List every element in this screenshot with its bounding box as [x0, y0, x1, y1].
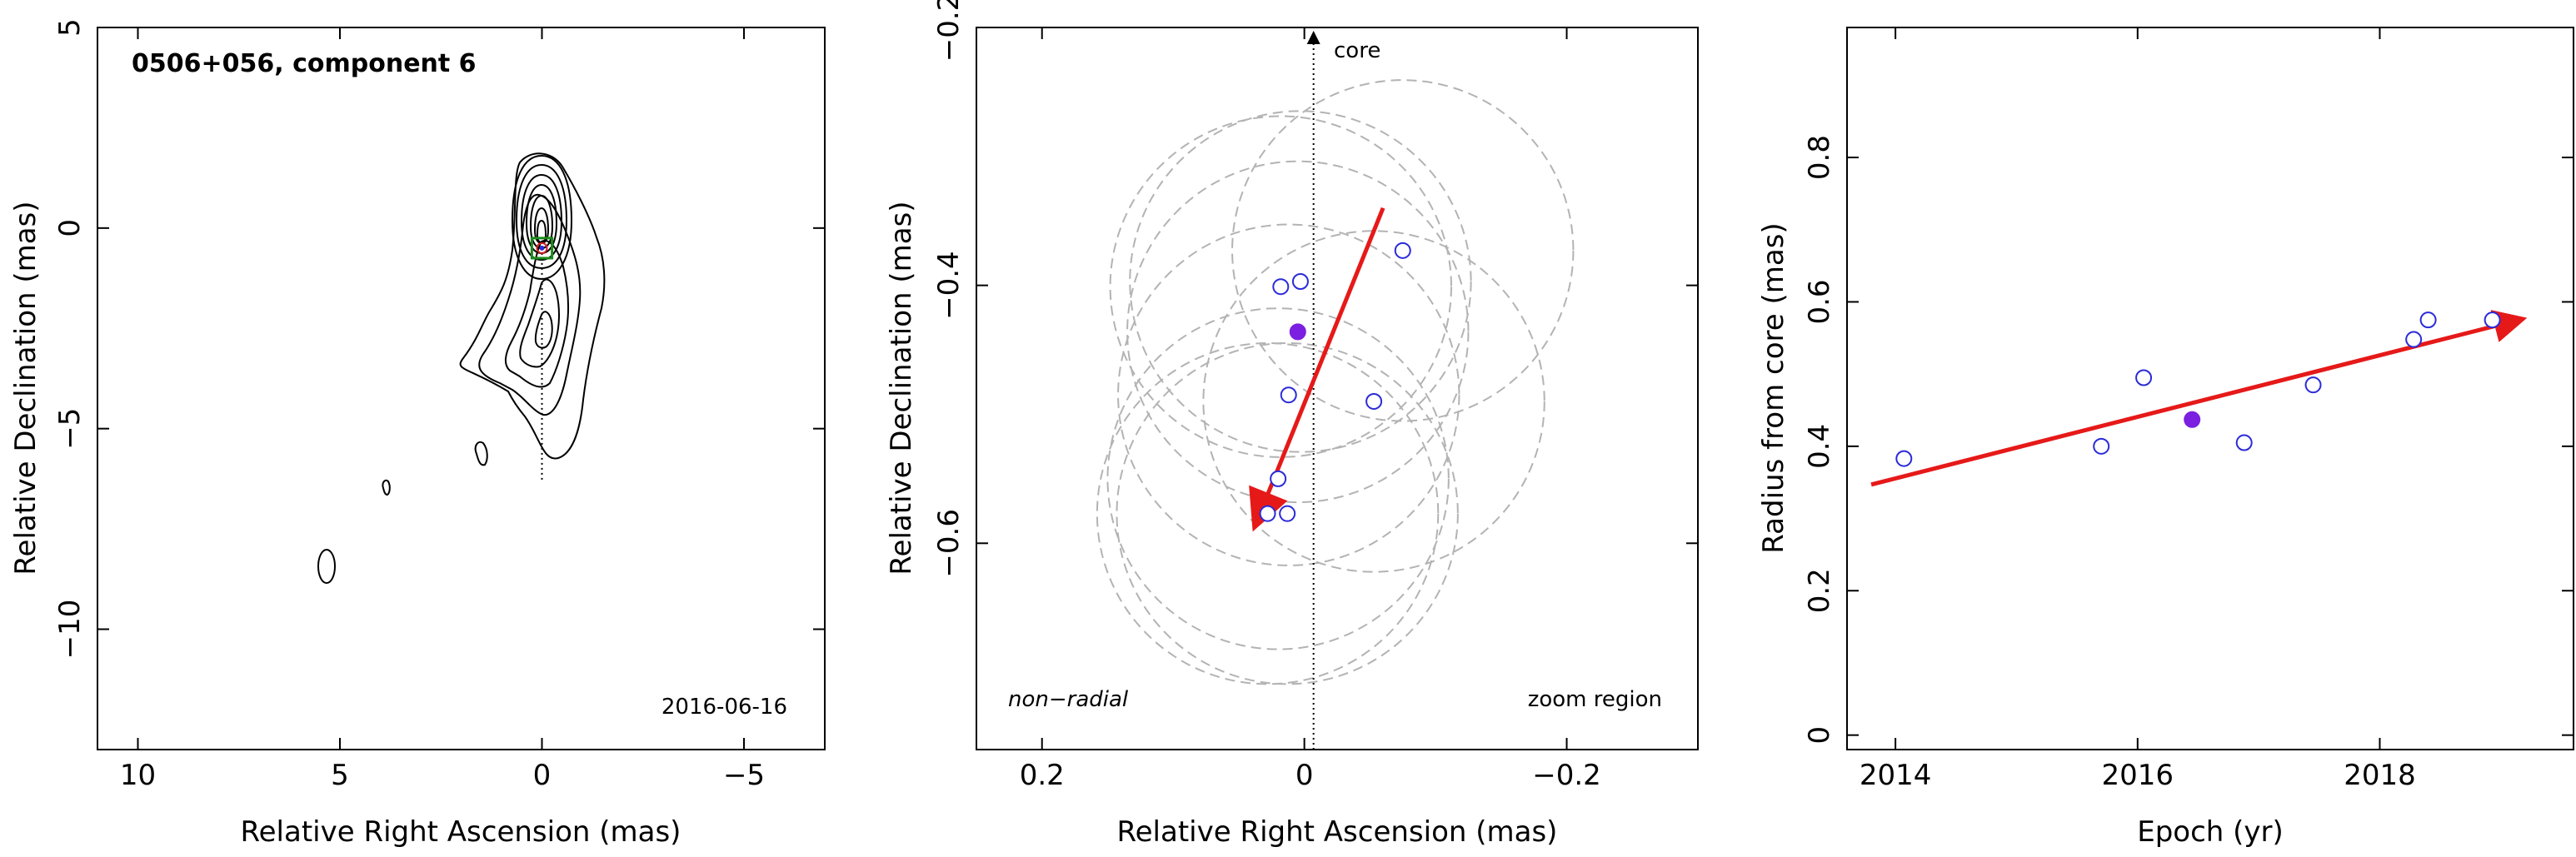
radius-x-tick-label: 2014 [1860, 759, 1932, 792]
map-contour [534, 311, 553, 349]
radius-trend-arrow [1870, 310, 2528, 487]
map-zoom-box [530, 237, 554, 260]
map-contour [317, 549, 336, 584]
radius-y-tick-label: 0.2 [1803, 568, 1836, 613]
radius-ticks: 2014 2016 2018 0 0.2 0.4 0.6 0.8 [1803, 27, 2574, 792]
radius-data-point [2093, 437, 2110, 455]
radius-x-axis-label: Epoch (yr) [2137, 815, 2284, 849]
map-y-tick-label: −5 [53, 408, 87, 450]
map-y-tick-label: 5 [53, 18, 87, 37]
panel-zoom: 0.2 0 −0.2 −0.2 −0.4 −0.6 core non−radial zoo… [885, 0, 1699, 849]
map-component-dot [539, 245, 545, 251]
map-contour [525, 183, 558, 255]
zoom-data-point [1365, 392, 1383, 410]
map-x-tick-label: 10 [120, 759, 156, 792]
zoom-x-tick-label: 0 [1295, 759, 1314, 792]
zoom-uncertainty-circle [1096, 341, 1440, 685]
zoom-data-point [1270, 470, 1287, 487]
map-title: 0506+056, component 6 [132, 49, 477, 78]
map-contour [536, 219, 547, 244]
radius-x-tick-label: 2016 [2102, 759, 2174, 792]
zoom-region-label: zoom region [1528, 687, 1662, 712]
zoom-core-label: core [1334, 38, 1380, 63]
map-contour [459, 152, 606, 460]
map-x-tick-label: −5 [723, 759, 765, 792]
zoom-uncertainty-circle [1126, 160, 1470, 504]
zoom-x-axis-label: Relative Right Ascension (mas) [1117, 815, 1558, 849]
zoom-data-point [1272, 278, 1290, 296]
radius-data-point [2484, 311, 2501, 329]
zoom-ticks: 0.2 0 −0.2 −0.2 −0.4 −0.6 [932, 0, 1698, 792]
map-contour [515, 163, 568, 270]
map-contour [511, 154, 573, 281]
zoom-uncertainty-circle [1116, 341, 1459, 685]
zoom-uncertainty-circle [1106, 307, 1450, 650]
map-contour [529, 194, 554, 250]
zoom-data-point [1259, 505, 1276, 522]
zoom-data-point [1291, 272, 1309, 290]
radius-selected-point [2184, 411, 2201, 428]
panel-map: 10 5 0 −5 5 0 −5 −10 0506+056, component 6 2016… [9, 18, 826, 849]
radius-data-point [2304, 376, 2322, 394]
panel-radius: 2014 2016 2018 0 0.2 0.4 0.6 0.8 Epoch (yr) Rad… [1757, 27, 2574, 849]
radius-y-axis-label: Radius from core (mas) [1757, 222, 1790, 553]
map-contour [478, 193, 582, 416]
map-y-tick-label: 0 [53, 219, 87, 237]
zoom-x-tick-label: 0.2 [1020, 759, 1065, 792]
zoom-uncertainty-circle [1109, 115, 1452, 458]
map-x-axis-label: Relative Right Ascension (mas) [241, 815, 681, 849]
zoom-uncertainty-circle [1231, 79, 1575, 422]
map-y-axis-label: Relative Declination (mas) [9, 201, 42, 575]
zoom-uncertainty-circle [1202, 230, 1545, 573]
map-contour [519, 278, 560, 368]
radius-y-tick-label: 0.6 [1803, 279, 1836, 324]
radius-content [1870, 310, 2528, 487]
zoom-nonradial-label: non−radial [1008, 687, 1129, 712]
zoom-plot-frame [976, 27, 1699, 750]
radius-y-tick-label: 0 [1803, 726, 1836, 745]
map-contours [317, 152, 606, 584]
radius-x-tick-label: 2018 [2344, 759, 2416, 792]
zoom-content [1096, 31, 1575, 750]
map-y-tick-label: −10 [53, 600, 87, 660]
zoom-uncertainty-circle [1117, 223, 1460, 566]
map-epoch-label: 2016-06-16 [661, 695, 787, 720]
radius-data-point [2419, 311, 2437, 329]
zoom-uncertainty-circle [1129, 110, 1472, 453]
map-contour [382, 479, 391, 496]
radius-plot-frame [1846, 27, 2574, 750]
zoom-selected-point [1289, 323, 1306, 341]
radius-data-point [2235, 434, 2253, 451]
zoom-y-axis-label: Relative Declination (mas) [885, 201, 918, 575]
zoom-data-point [1394, 242, 1411, 259]
zoom-data-point [1279, 505, 1296, 522]
zoom-data-point [1280, 386, 1297, 404]
map-ticks: 10 5 0 −5 5 0 −5 −10 [53, 18, 825, 792]
map-x-tick-label: 0 [533, 759, 552, 792]
map-plot-frame [97, 27, 826, 750]
zoom-y-tick-label: −0.2 [932, 0, 966, 62]
radius-data-point [2135, 369, 2153, 386]
map-x-tick-label: 5 [331, 759, 349, 792]
radius-data-point [1895, 450, 1913, 467]
radius-y-tick-label: 0.4 [1803, 424, 1836, 469]
map-component-marker [536, 242, 548, 254]
radius-data-point [2405, 331, 2423, 348]
zoom-y-tick-label: −0.6 [932, 509, 966, 578]
zoom-y-tick-label: −0.4 [932, 251, 966, 320]
map-contour [474, 441, 488, 466]
radius-y-tick-label: 0.8 [1803, 135, 1836, 180]
zoom-x-tick-label: −0.2 [1532, 759, 1601, 792]
